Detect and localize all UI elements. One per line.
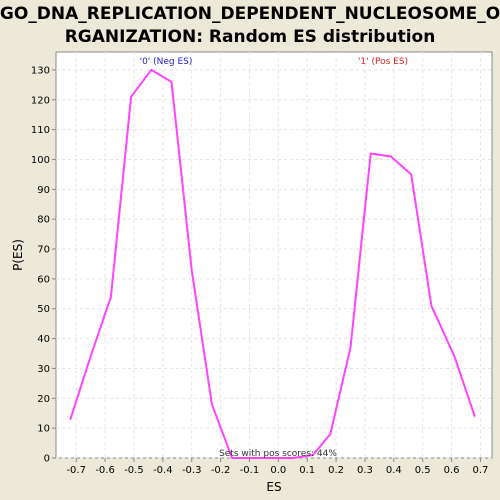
y-tick-label: 30 (37, 364, 50, 375)
data-point (473, 415, 476, 418)
x-tick-label: 0.3 (357, 465, 373, 476)
chart-title-line-1: GO_DNA_REPLICATION_DEPENDENT_NUCLEOSOME_… (0, 4, 500, 24)
x-axis-label: ES (266, 480, 281, 494)
y-tick-label: 120 (31, 95, 50, 106)
data-point (349, 346, 352, 349)
pos-scores-annotation: Sets with pos scores: 44% (219, 449, 337, 459)
data-point (453, 355, 456, 358)
y-axis-label: P(ES) (11, 239, 25, 271)
data-point (110, 295, 112, 298)
data-point (231, 457, 233, 459)
grid-lines (56, 52, 492, 459)
y-tick-label: 20 (37, 394, 50, 405)
x-tick-label: -0.7 (66, 465, 86, 476)
neg-es-annotation: '0' (Neg ES) (140, 57, 193, 67)
x-tick-label: -0.3 (182, 465, 202, 476)
y-tick-label: 0 (44, 454, 50, 465)
x-tick-label: 0.6 (444, 465, 460, 476)
data-point (130, 95, 132, 98)
data-point (312, 454, 314, 456)
data-point (170, 81, 173, 83)
y-tick-label: 60 (37, 274, 50, 285)
plot-area (55, 51, 493, 459)
x-tick-label: 0.5 (415, 465, 431, 476)
pos-es-annotation: '1' (Pos ES) (358, 57, 408, 67)
data-point (369, 152, 372, 155)
y-tick-label: 10 (37, 424, 50, 435)
x-tick-label: 0.1 (299, 465, 315, 476)
series-layer (69, 68, 476, 459)
chart-title-line-2: RGANIZATION: Random ES distribution (65, 27, 436, 47)
y-tick-label: 90 (37, 185, 50, 196)
x-tick-label: -0.5 (124, 465, 144, 476)
x-tick-label: -0.1 (240, 465, 260, 476)
y-tick-label: 130 (31, 65, 50, 76)
data-point (410, 173, 412, 176)
y-tick-label: 80 (37, 215, 50, 226)
y-tick-label: 50 (37, 304, 50, 315)
y-tick-label: 40 (37, 334, 50, 345)
x-tick-label: -0.2 (211, 465, 231, 476)
y-tick-label: 70 (37, 245, 50, 256)
y-tick-label: 110 (31, 125, 50, 136)
data-point (390, 155, 392, 158)
x-tick-label: 0.7 (472, 465, 488, 476)
x-tick-label: 0.0 (270, 465, 286, 476)
data-point (69, 418, 72, 420)
data-point (251, 457, 254, 459)
x-tick-label: 0.4 (386, 465, 402, 476)
data-point (89, 355, 92, 358)
data-point (190, 269, 193, 271)
x-tick-label: 0.2 (328, 465, 344, 476)
x-tick-label: -0.6 (95, 465, 115, 476)
data-point (150, 69, 153, 71)
data-point (430, 304, 433, 307)
data-point (271, 457, 274, 459)
y-tick-label: 100 (31, 155, 50, 166)
data-point (329, 433, 332, 435)
data-point (291, 457, 294, 459)
x-tick-label: -0.4 (153, 465, 173, 476)
data-point (211, 403, 213, 406)
